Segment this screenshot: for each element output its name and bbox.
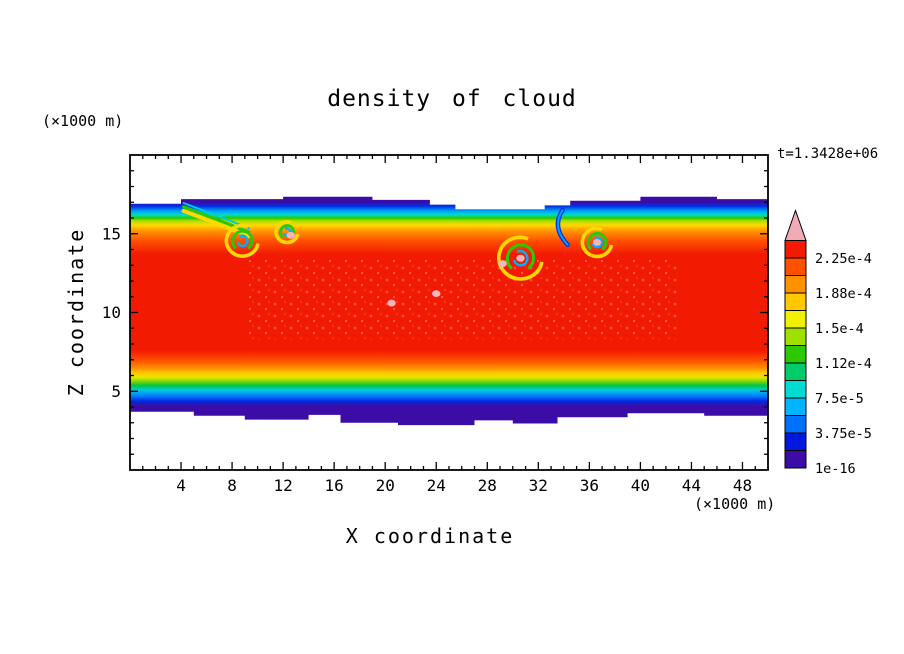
pink-patch <box>286 231 295 239</box>
vortex-ring <box>512 249 529 267</box>
x-tick-label: 48 <box>733 476 752 495</box>
x-tick-label: 36 <box>580 476 599 495</box>
colorbar-box <box>784 327 807 346</box>
vortex-ring <box>505 243 536 273</box>
x-axis-title: X coordinate <box>345 524 515 548</box>
colorbar-box <box>784 397 807 416</box>
colorbar-box <box>784 257 807 276</box>
colorbar-box <box>784 240 807 259</box>
colorbar-box <box>784 450 807 469</box>
colorbar-level-label: 7.5e-5 <box>815 391 864 407</box>
pink-patch <box>498 260 507 268</box>
y-axis-title: Z coordinate <box>64 227 88 397</box>
vortex-ring <box>496 235 544 281</box>
x-tick-label: 8 <box>227 476 237 495</box>
colorbar-overflow-arrow <box>784 208 807 241</box>
x-tick-label: 24 <box>427 476 446 495</box>
x-tick-label: 16 <box>325 476 344 495</box>
pink-patch <box>432 290 441 297</box>
pink-patch <box>516 254 525 262</box>
colorbar-level-label: 2.25e-4 <box>815 251 872 267</box>
vortex-ring <box>591 236 603 249</box>
speckle-overlay <box>244 257 679 340</box>
colorbar-box <box>784 310 807 329</box>
colorbar-level-label: 3.75e-5 <box>815 426 872 442</box>
colorbar-box <box>784 275 807 294</box>
x-tick-label: 28 <box>478 476 497 495</box>
x-tick-label: 12 <box>273 476 292 495</box>
pink-patch <box>592 239 602 246</box>
y-axis-unit-label: (×1000 m) <box>42 112 124 130</box>
colorbar-box <box>784 432 807 451</box>
x-axis-unit-label: (×1000 m) <box>694 495 776 513</box>
colorbar-level-label: 1.5e-4 <box>815 321 864 337</box>
colorbar-box <box>784 362 807 381</box>
vortex-ring <box>231 229 254 253</box>
vortex-ring <box>586 231 608 253</box>
x-tick-label: 32 <box>529 476 548 495</box>
colorbar-level-label: 1.88e-4 <box>815 286 872 302</box>
y-tick-label: 5 <box>111 382 121 401</box>
x-tick-label: 44 <box>682 476 701 495</box>
heatmap-field <box>130 196 768 426</box>
pink-patch <box>387 299 396 307</box>
colorbar-box <box>784 380 807 399</box>
colorbar-level-label: 1.12e-4 <box>815 356 872 372</box>
colorbar-level-label: 1e-16 <box>815 461 856 477</box>
x-tick-label: 40 <box>631 476 650 495</box>
colorbar-box <box>784 345 807 364</box>
y-tick-label: 10 <box>102 303 121 322</box>
x-tick-label: 20 <box>376 476 395 495</box>
y-tick-label: 15 <box>102 224 121 243</box>
plot-frame-and-ticks <box>129 154 769 471</box>
vortex-ring <box>235 234 249 248</box>
vortex-ring <box>224 223 261 258</box>
colorbar-box <box>784 415 807 434</box>
colorbar-box <box>784 292 807 311</box>
vortex-ring <box>580 226 614 259</box>
x-tick-label: 4 <box>176 476 186 495</box>
chart-title: density of cloud <box>327 86 577 112</box>
colorbar: 1e-16 3.75e-5 7.5e-5 1.12e-4 1.5e-4 1.88e-4 2.… <box>784 208 872 477</box>
time-annotation: t=1.3428e+06 <box>777 146 879 162</box>
vortex-ring <box>274 219 300 245</box>
